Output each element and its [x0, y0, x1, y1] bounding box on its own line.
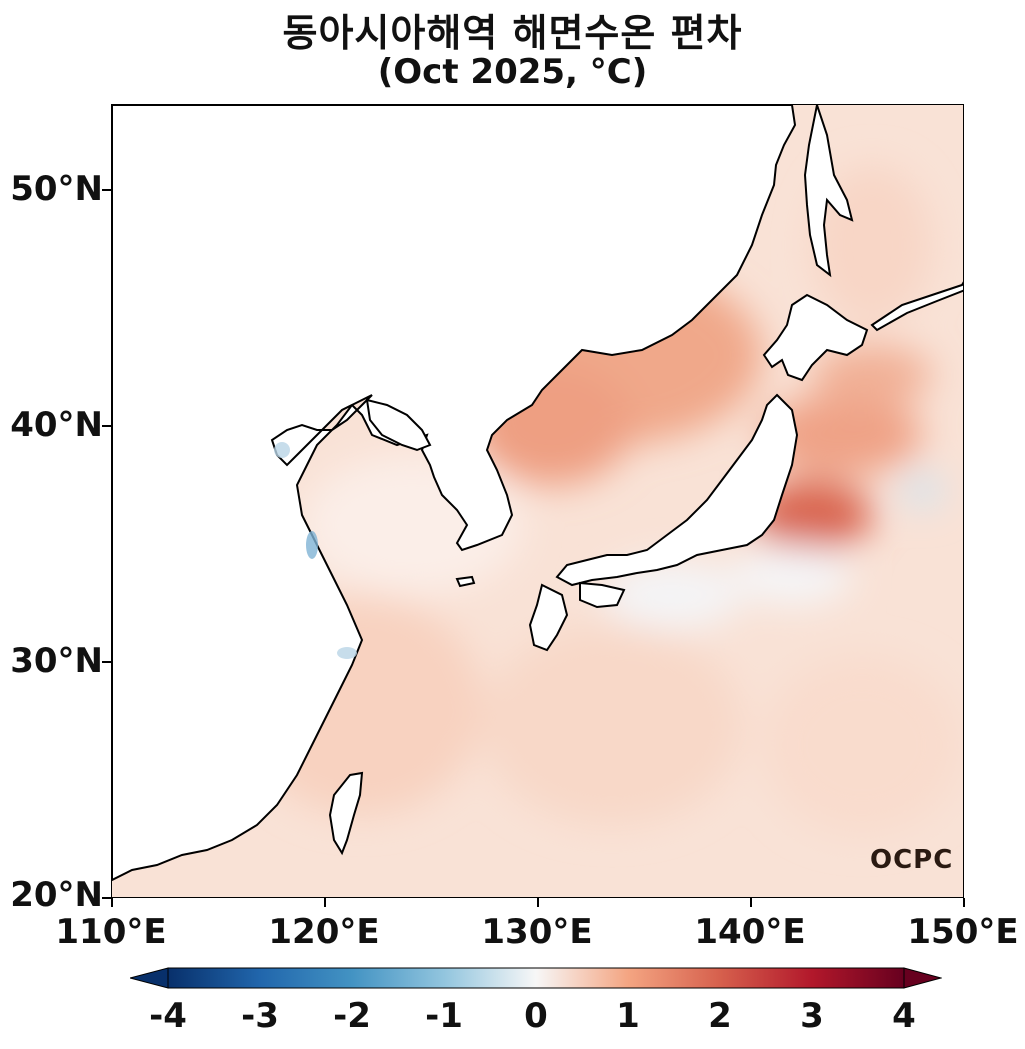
sst-anomaly-map: OCPC: [111, 104, 964, 898]
coastal-cold-patch: [306, 531, 318, 559]
colorbar-label: 3: [800, 996, 824, 1036]
lon-tick: [537, 898, 539, 907]
colorbar-label: 1: [616, 996, 640, 1036]
colorbar-label: 4: [892, 996, 916, 1036]
colorbar-label: -3: [241, 996, 279, 1036]
colorbar-label: 2: [708, 996, 732, 1036]
lat-label-40: 40°N: [10, 405, 103, 445]
lon-label-120: 120°E: [268, 912, 380, 952]
lat-tick: [102, 661, 111, 663]
lon-tick: [750, 898, 752, 907]
lon-tick: [324, 898, 326, 907]
colorbar-label: -4: [149, 996, 187, 1036]
coastal-cold-patch: [274, 442, 290, 458]
lat-tick: [102, 189, 111, 191]
coastal-cold-patch: [337, 647, 357, 659]
colorbar-max-arrow: [903, 967, 942, 989]
lon-tick: [963, 898, 965, 907]
lon-label-150: 150°E: [907, 912, 1019, 952]
lon-label-130: 130°E: [481, 912, 593, 952]
lat-tick: [102, 897, 111, 899]
colorbar-label: 0: [524, 996, 548, 1036]
lon-label-140: 140°E: [694, 912, 806, 952]
lat-label-20: 20°N: [10, 875, 103, 915]
lon-label-110: 110°E: [55, 912, 167, 952]
map-canvas: [112, 105, 963, 897]
lat-label-30: 30°N: [10, 641, 103, 681]
lat-tick: [102, 425, 111, 427]
lat-label-50: 50°N: [10, 169, 103, 209]
ocpc-logo: OCPC: [870, 845, 954, 875]
lon-tick: [111, 898, 113, 907]
colorbar-gradient: [167, 967, 905, 989]
colorbar-label: -1: [425, 996, 463, 1036]
colorbar: [130, 967, 942, 989]
map-subtitle: (Oct 2025, °C): [377, 52, 648, 92]
colorbar-label: -2: [333, 996, 371, 1036]
colorbar-min-arrow: [130, 967, 169, 989]
coastlines: [112, 105, 963, 882]
map-title: 동아시아해역 해면수온 편차: [282, 11, 743, 55]
